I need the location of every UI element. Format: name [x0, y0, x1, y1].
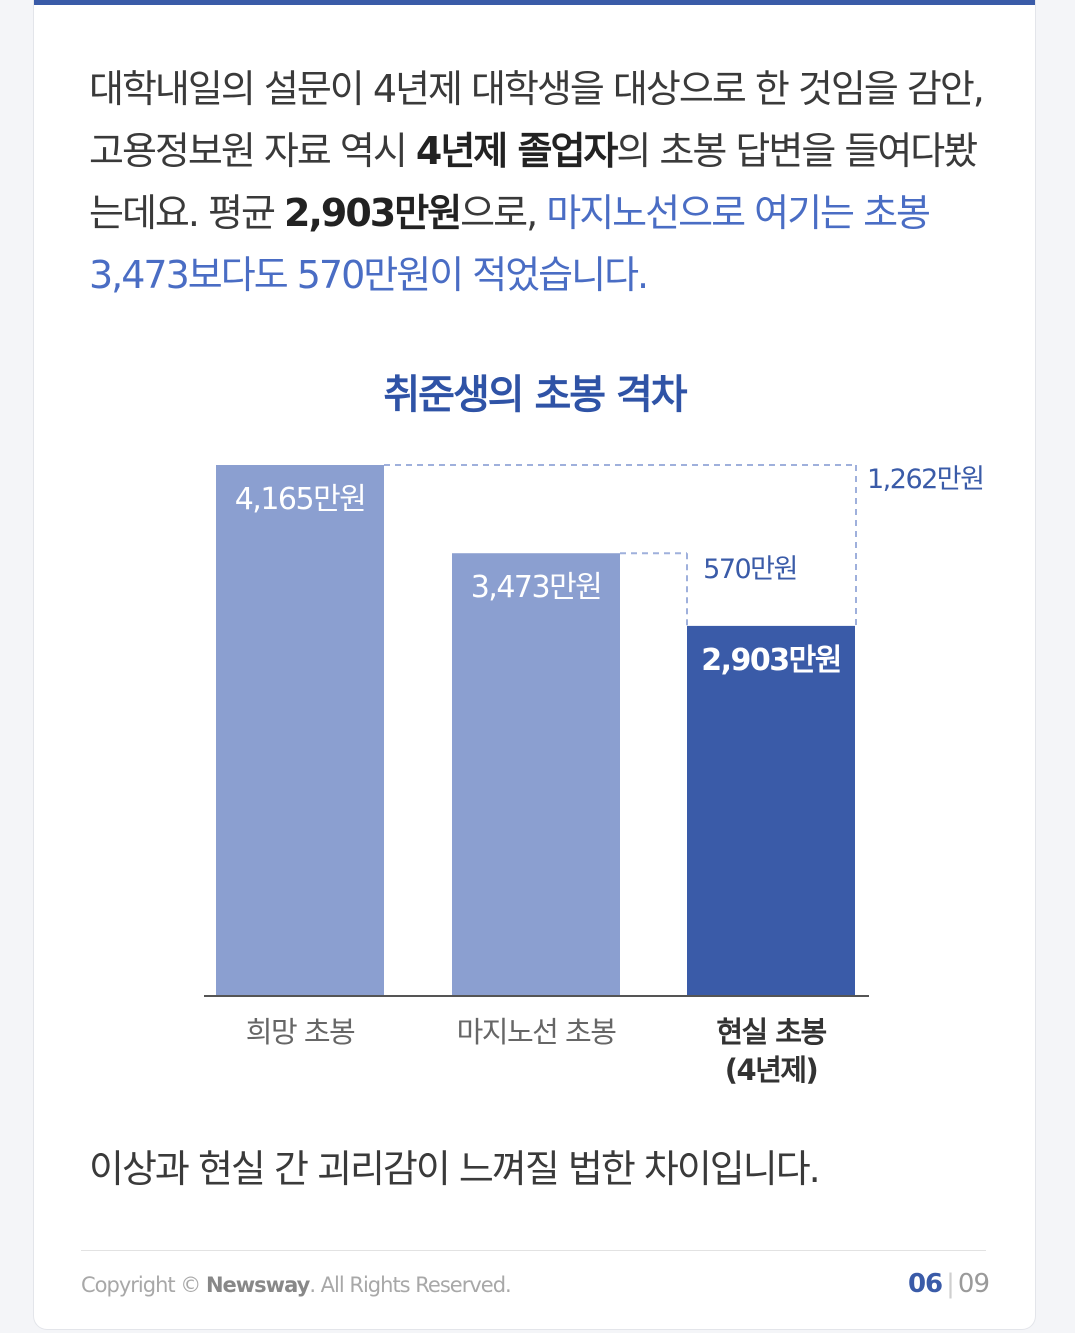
gap-label-0: 1,262만원: [867, 464, 983, 495]
page-indicator: 06 | 09: [907, 1269, 990, 1299]
value-label-0: 4,165만원: [235, 482, 366, 517]
outro-text: 이상과 현실 간 괴리감이 느껴질 법한 차이입니다.: [89, 1147, 821, 1191]
intro-bold-1: 4년제 졸업자: [415, 129, 618, 173]
gap-label-1: 570만원: [703, 554, 797, 585]
category-label-1-0: 마지노선 초봉: [457, 1015, 617, 1049]
bar-1: [452, 553, 620, 996]
value-label-2: 2,903만원: [701, 643, 841, 678]
page-separator: |: [946, 1269, 955, 1299]
page-total: 09: [957, 1269, 990, 1299]
copyright-notice: Copyright © Newsway. All Rights Reserved…: [81, 1273, 512, 1297]
category-label-2-1: (4년제): [725, 1053, 818, 1087]
copyright-suffix: . All Rights Reserved.: [309, 1273, 511, 1297]
value-label-1: 3,473만원: [471, 570, 602, 605]
category-label-0-0: 희망 초봉: [246, 1015, 355, 1049]
bar-2: [687, 625, 855, 996]
intro-bold-2: 2,903만원: [284, 191, 462, 235]
intro-highlight: 마지노선으로 여기는 초봉 3,473보다도 570만원이 적었습니다.: [89, 191, 931, 297]
brand-name: Newsway: [205, 1273, 310, 1297]
content-card: 대학내일의 설문이 4년제 대학생을 대상으로 한 것임을 감안, 고용정보원 …: [33, 0, 1036, 1330]
intro-text-1: 대학내일의 설문이 4년제 대학생을 대상으로 한 것임을 감안, 고용정보원 …: [89, 67, 985, 173]
copyright-prefix: Copyright ©: [81, 1273, 206, 1297]
accent-top-bar: [34, 0, 1035, 5]
page-current: 06: [907, 1269, 943, 1299]
category-label-2-0: 현실 초봉: [716, 1015, 826, 1049]
intro-paragraph: 대학내일의 설문이 4년제 대학생을 대상으로 한 것임을 감안, 고용정보원 …: [89, 58, 1009, 306]
chart-title: 취준생의 초봉 격차: [383, 372, 687, 418]
footer-divider: [81, 1250, 986, 1251]
bar-0: [216, 465, 384, 996]
intro-text-2: 의 초봉 답변을 들여다봤는데요. 평균: [89, 129, 978, 235]
intro-text-3: 으로,: [460, 191, 547, 235]
